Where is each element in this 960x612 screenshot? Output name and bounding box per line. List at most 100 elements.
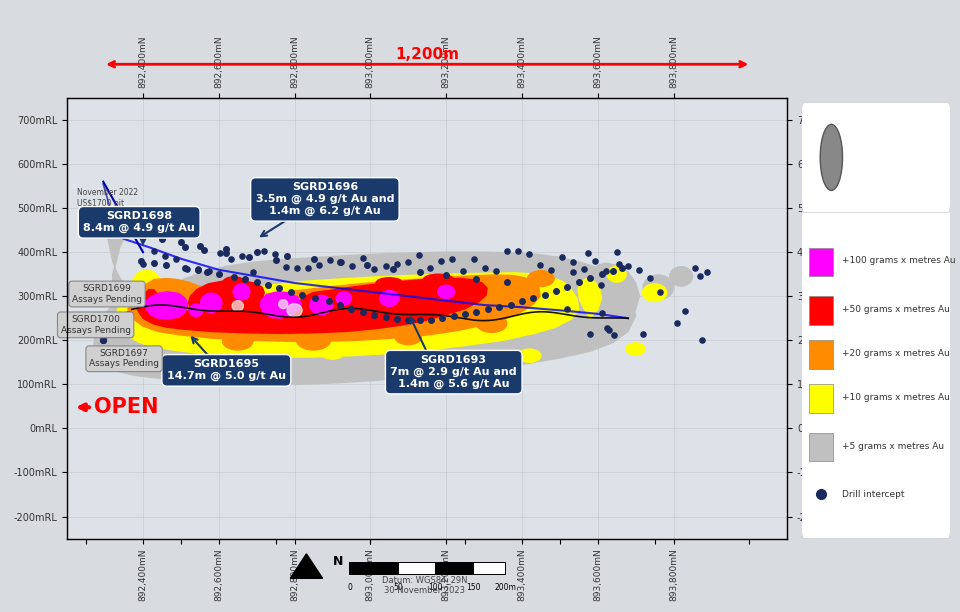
FancyBboxPatch shape (802, 208, 950, 539)
Point (580, 248, 595, 258)
Point (446, 311, 462, 321)
Point (359, 261, 374, 271)
Point (256, 245, 272, 255)
Ellipse shape (670, 267, 692, 286)
Point (96, 335, 111, 345)
Text: November 2022
US$1700 pit: November 2022 US$1700 pit (77, 188, 138, 207)
Point (466, 254, 481, 264)
Point (488, 266, 503, 275)
Point (576, 264, 591, 274)
Polygon shape (116, 270, 579, 357)
Point (211, 269, 227, 279)
Point (344, 304, 359, 313)
Text: SGRD1699
Assays Pending: SGRD1699 Assays Pending (72, 285, 142, 304)
Point (543, 265, 559, 275)
Ellipse shape (608, 266, 626, 282)
Point (694, 335, 709, 345)
Point (594, 269, 610, 279)
Circle shape (820, 124, 843, 190)
Point (96, 320, 111, 330)
Polygon shape (137, 278, 487, 333)
Point (537, 290, 552, 300)
Point (378, 313, 394, 323)
Text: 100: 100 (428, 583, 443, 592)
FancyBboxPatch shape (809, 296, 833, 325)
Point (241, 252, 256, 261)
Point (411, 250, 426, 259)
Point (177, 242, 192, 252)
Point (468, 274, 484, 283)
Point (670, 318, 685, 327)
Ellipse shape (376, 278, 402, 288)
Polygon shape (94, 219, 636, 384)
Text: +50 grams x metres Au: +50 grams x metres Au (842, 305, 949, 314)
Polygon shape (146, 292, 188, 319)
Point (177, 263, 192, 272)
Point (400, 257, 416, 267)
Point (133, 256, 149, 266)
Point (635, 329, 650, 338)
Point (455, 266, 470, 276)
Point (560, 282, 575, 291)
Point (312, 260, 327, 270)
Point (202, 266, 217, 275)
Point (323, 256, 338, 266)
Point (268, 255, 283, 265)
Point (147, 258, 162, 268)
Ellipse shape (223, 332, 252, 350)
Ellipse shape (476, 315, 507, 332)
Point (492, 302, 507, 312)
Ellipse shape (626, 343, 645, 355)
Polygon shape (260, 292, 301, 318)
Point (96, 291, 111, 301)
Polygon shape (290, 554, 323, 578)
Text: 150: 150 (466, 583, 480, 592)
Ellipse shape (201, 293, 222, 313)
Ellipse shape (528, 271, 554, 286)
Point (653, 288, 668, 297)
Ellipse shape (233, 284, 250, 300)
Point (400, 316, 416, 326)
Point (559, 304, 574, 313)
Point (234, 252, 250, 261)
Point (180, 264, 195, 274)
Point (290, 263, 305, 273)
Point (260, 280, 276, 290)
Point (503, 300, 518, 310)
Point (480, 305, 495, 315)
Point (610, 247, 625, 257)
Point (168, 254, 183, 264)
Point (532, 260, 547, 270)
Point (120, 309, 135, 319)
Point (593, 280, 609, 290)
Ellipse shape (287, 304, 302, 317)
Point (190, 264, 205, 274)
Text: +5 grams x metres Au: +5 grams x metres Au (842, 441, 944, 450)
Text: 1,200m: 1,200m (396, 47, 459, 62)
Point (96, 335, 111, 345)
Ellipse shape (423, 274, 454, 285)
Point (196, 245, 211, 255)
Point (595, 308, 611, 318)
FancyBboxPatch shape (809, 433, 833, 461)
Text: 200m: 200m (494, 583, 516, 592)
Point (200, 267, 215, 277)
Point (272, 283, 287, 293)
Point (692, 271, 708, 281)
Point (510, 246, 525, 256)
Ellipse shape (395, 329, 421, 345)
Ellipse shape (322, 348, 343, 359)
Ellipse shape (438, 285, 454, 299)
Point (367, 310, 382, 319)
Point (614, 263, 630, 272)
Point (554, 252, 569, 262)
Polygon shape (128, 275, 540, 341)
Point (158, 261, 174, 271)
Point (412, 316, 427, 326)
Text: 0: 0 (347, 583, 352, 592)
Text: SILVER MINES INC.: SILVER MINES INC. (859, 183, 923, 189)
Point (345, 261, 360, 271)
Point (190, 265, 205, 275)
Polygon shape (594, 263, 639, 323)
Point (582, 329, 597, 338)
